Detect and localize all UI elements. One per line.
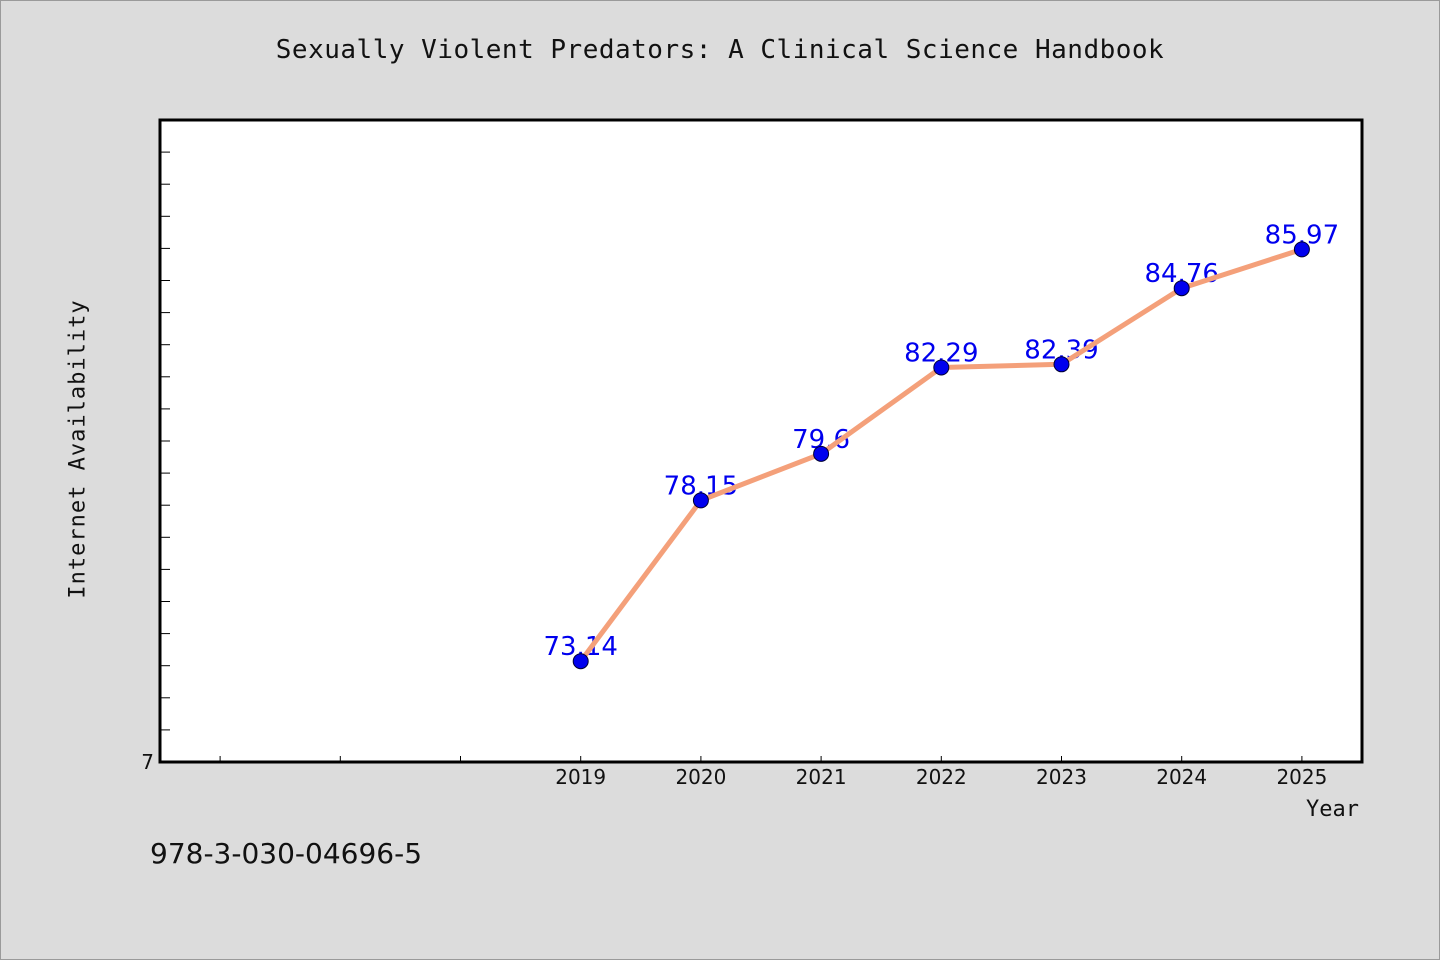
x-tick-label: 2023: [1036, 765, 1087, 789]
x-tick-label: 2021: [796, 765, 847, 789]
x-tick-label: 2022: [916, 765, 967, 789]
data-point: [692, 492, 709, 509]
x-axis-ticks: 2019 2020 2021 2022 2023 2024 2025: [219, 756, 1327, 789]
data-point: [1173, 280, 1190, 297]
x-axis-label: Year: [1306, 797, 1359, 822]
plot-background: [158, 118, 1364, 764]
data-point: [1053, 356, 1070, 373]
x-tick-label: 2020: [675, 765, 726, 789]
x-tick-label: 2019: [555, 765, 606, 789]
x-tick-label: 2025: [1276, 765, 1327, 789]
y-axis-ticks: 7: [141, 119, 170, 774]
y-tick-label: 7: [141, 750, 154, 774]
series-layer: [572, 241, 1310, 670]
y-axis-label: Internet Availability: [65, 299, 91, 599]
data-point: [572, 653, 589, 670]
isbn-text: 978-3-030-04696-5: [150, 837, 423, 870]
x-tick-label: 2024: [1156, 765, 1207, 789]
data-point: [933, 359, 950, 376]
chart-title: Sexually Violent Predators: A Clinical S…: [275, 35, 1165, 65]
data-point: [813, 445, 830, 462]
data-point: [1293, 241, 1310, 258]
